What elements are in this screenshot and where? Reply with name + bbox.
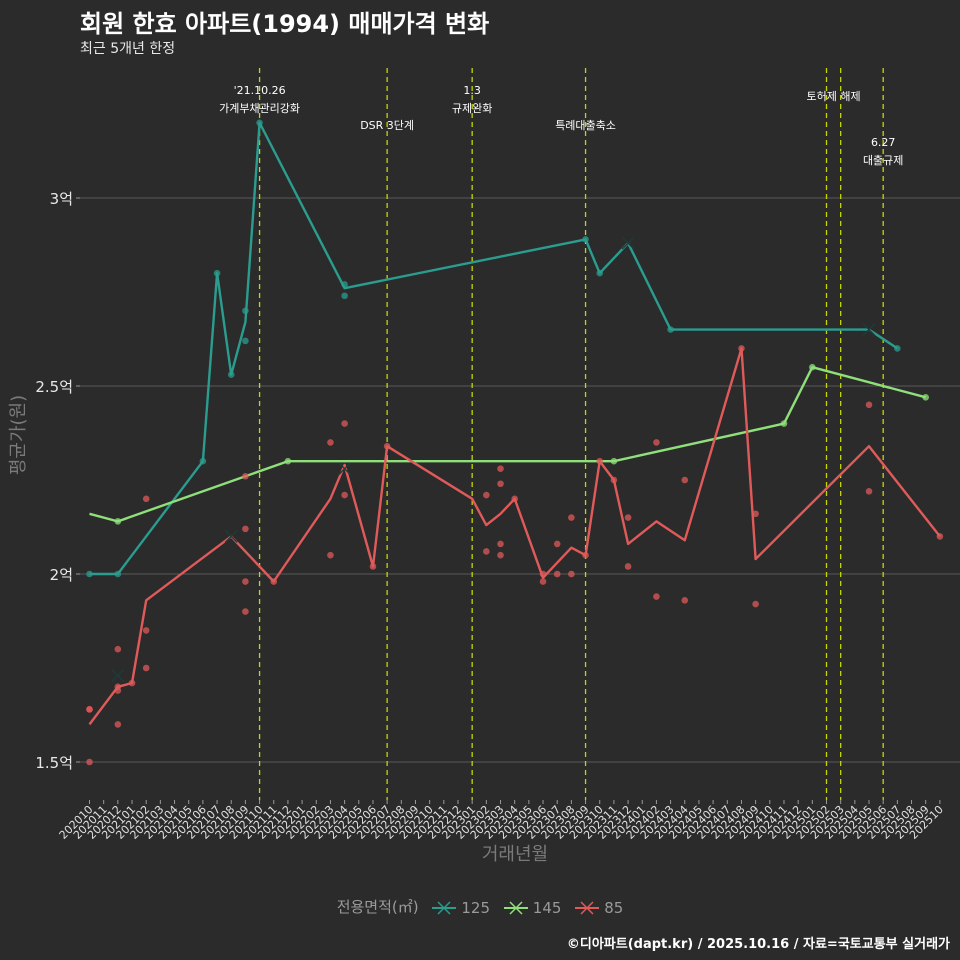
chart-title: 회원 한효 아파트(1994) 매매가격 변화 [80,10,490,38]
series-line [89,366,927,523]
cross-marker [338,462,352,476]
data-point [653,593,660,600]
data-point [242,337,249,345]
cross-marker [621,236,635,250]
event-label: 가계부채관리강화 [219,102,300,115]
data-point [242,525,249,533]
data-point [653,439,660,446]
event-label: 6.27 [871,136,896,149]
data-point [242,578,249,585]
data-point [568,514,575,521]
y-tick-label: 3억 [50,190,73,208]
data-point [497,540,504,548]
data-point [142,627,150,634]
legend-label-145: 145 [532,898,562,917]
data-point [553,570,561,578]
data-point [681,476,689,484]
data-point [341,420,348,427]
legend-item-145: 145 [503,898,562,917]
data-point [624,514,632,521]
x-axis-label: 거래년월 [482,844,548,865]
data-point [114,645,122,653]
legend-title: 전용면적(㎡) [336,898,419,916]
data-point [497,551,504,559]
data-point [242,608,249,615]
data-point [553,540,561,548]
series-145 [89,363,930,525]
cross-marker [224,529,238,543]
legend: 전용면적(㎡) 125 145 85 [0,896,960,917]
cross-marker [862,323,876,337]
legend-item-125: 125 [431,898,490,917]
event-label: 1.3 [463,84,481,97]
event-label: 토허제 해제 [807,89,861,103]
series-line [89,121,899,576]
legend-item-85: 85 [574,898,623,917]
series-85 [86,345,944,766]
data-point [539,578,547,585]
event-label: 대출규제 [863,154,903,167]
cross-stroke [111,669,125,683]
y-tick-label: 2억 [50,566,73,584]
data-point [327,439,334,446]
data-point [568,570,575,578]
event-label: 특례대출축소 [555,119,616,132]
source-caption: ©디아파트(dapt.kr) / 2025.10.16 / 자료=국토교통부 실… [566,937,950,952]
cross-stroke [621,236,635,250]
data-point [242,472,249,480]
data-point [86,758,93,766]
data-point [624,563,632,570]
data-point [497,465,504,473]
data-point [86,706,93,713]
data-point [865,487,873,495]
legend-label-85: 85 [604,898,624,917]
series-125 [86,119,901,578]
data-point [142,664,150,672]
legend-label-125: 125 [461,898,491,917]
data-point [341,292,348,300]
data-point [752,600,759,608]
event-label: 규제완화 [452,102,492,115]
y-tick-label: 2.5억 [35,378,73,396]
cross-stroke [224,529,238,543]
data-point [483,491,490,499]
data-point [142,495,150,503]
event-label: '21.10.26 [234,84,286,97]
cross-stroke [338,462,352,476]
data-point [341,491,348,499]
data-point [752,510,759,518]
data-point [497,480,504,488]
data-point [483,548,490,555]
cross-stroke [862,323,876,337]
data-point [327,551,334,559]
chart-subtitle: 최근 5개년 한정 [80,41,176,57]
y-axis-label: 평균가(원) [8,395,29,475]
series-line [88,347,941,726]
data-point [114,721,122,728]
y-tick-label: 1.5억 [35,754,73,772]
data-point [865,401,873,409]
event-label: DSR 3단계 [360,119,414,132]
cross-marker [111,669,125,683]
data-point [681,597,689,604]
